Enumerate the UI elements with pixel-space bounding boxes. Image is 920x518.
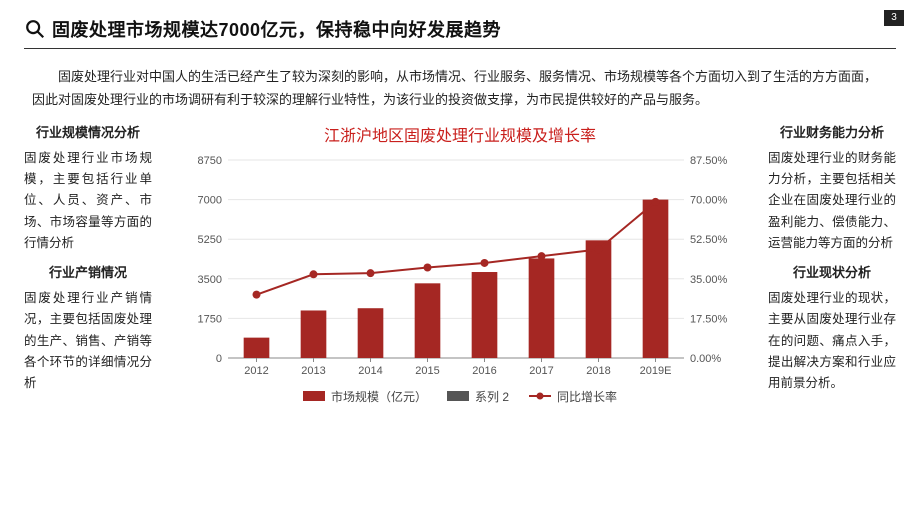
left-sec2-body: 固废处理行业产销情况，主要包括固废处理的生产、销售、产销等各个环节的详细情况分析	[24, 288, 152, 394]
search-icon	[24, 18, 46, 40]
svg-text:8750: 8750	[198, 155, 222, 167]
left-sec1-title: 行业规模情况分析	[24, 122, 152, 144]
svg-text:0: 0	[216, 353, 222, 365]
svg-text:7000: 7000	[198, 194, 222, 206]
right-sec1-body: 固废处理行业的财务能力分析，主要包括相关企业在固废处理行业的盈利能力、偿债能力、…	[768, 148, 896, 254]
svg-text:87.50%: 87.50%	[690, 155, 728, 167]
svg-text:2013: 2013	[301, 365, 325, 377]
page-number: 3	[884, 10, 904, 26]
svg-text:17.50%: 17.50%	[690, 313, 728, 325]
svg-text:2015: 2015	[415, 365, 439, 377]
title-row: 固废处理市场规模达7000亿元，保持稳中向好发展趋势 3	[24, 16, 896, 49]
svg-text:1750: 1750	[198, 313, 222, 325]
chart-container: 江浙沪地区固废处理行业规模及增长率 0 0.00% 1750 17.50% 3500 35…	[164, 122, 756, 405]
svg-text:0.00%: 0.00%	[690, 353, 721, 365]
chart-legend: 市场规模（亿元） 系列 2 同比增长率	[303, 388, 617, 405]
page-title: 固废处理市场规模达7000亿元，保持稳中向好发展趋势	[52, 16, 501, 42]
left-column: 行业规模情况分析 固废处理行业市场规模，主要包括行业单位、人员、资产、市场、市场…	[24, 122, 152, 395]
svg-text:2019E: 2019E	[640, 365, 672, 377]
chart-svg: 0 0.00% 1750 17.50% 3500 35.00% 5250 52.50% 7000…	[180, 152, 740, 382]
svg-text:2018: 2018	[586, 365, 610, 377]
right-column: 行业财务能力分析 固废处理行业的财务能力分析，主要包括相关企业在固废处理行业的盈…	[768, 122, 896, 395]
svg-text:2016: 2016	[472, 365, 496, 377]
right-sec2-title: 行业现状分析	[768, 262, 896, 284]
svg-text:35.00%: 35.00%	[690, 274, 728, 286]
chart-title: 江浙沪地区固废处理行业规模及增长率	[324, 122, 596, 146]
svg-text:2012: 2012	[244, 365, 268, 377]
right-sec2-body: 固废处理行业的现状，主要从固废处理行业存在的问题、痛点入手，提出解决方案和行业应…	[768, 288, 896, 394]
svg-text:52.50%: 52.50%	[690, 234, 728, 246]
svg-text:5250: 5250	[198, 234, 222, 246]
legend-bar: 市场规模（亿元）	[303, 388, 427, 405]
legend-series2: 系列 2	[447, 388, 509, 405]
svg-text:3500: 3500	[198, 274, 222, 286]
svg-text:70.00%: 70.00%	[690, 194, 728, 206]
left-sec1-body: 固废处理行业市场规模，主要包括行业单位、人员、资产、市场、市场容量等方面的行情分…	[24, 148, 152, 254]
legend-line: 同比增长率	[529, 388, 617, 405]
svg-text:2017: 2017	[529, 365, 553, 377]
svg-text:2014: 2014	[358, 365, 382, 377]
right-sec1-title: 行业财务能力分析	[768, 122, 896, 144]
left-sec2-title: 行业产销情况	[24, 262, 152, 284]
intro-text: 固废处理行业对中国人的生活已经产生了较为深刻的影响，从市场情况、行业服务、服务情…	[24, 65, 896, 112]
